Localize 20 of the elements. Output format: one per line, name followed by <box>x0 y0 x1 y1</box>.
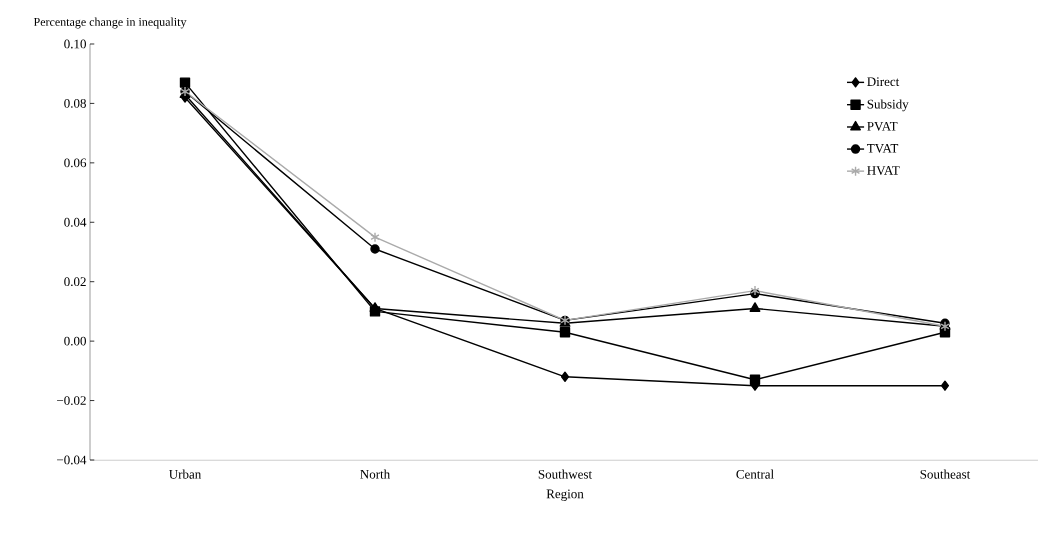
x-tick-label: North <box>360 469 391 479</box>
y-tick-label: −0.02 <box>57 396 86 405</box>
y-tick-label: 0.00 <box>64 336 86 346</box>
legend-label: PVAT <box>867 121 898 131</box>
y-tick-label: 0.10 <box>64 39 86 49</box>
x-axis-title: Region <box>546 489 584 501</box>
legend-label: HVAT <box>867 166 900 175</box>
x-tick-label: Urban <box>169 469 202 479</box>
x-tick-label: Southeast <box>920 469 971 479</box>
y-tick-label: 0.06 <box>64 158 87 168</box>
y-tick-label: −0.04 <box>57 455 87 465</box>
x-tick-label: Central <box>736 469 774 479</box>
legend-label: Subsidy <box>867 99 909 112</box>
y-tick-label: 0.04 <box>64 217 87 227</box>
y-axis-title: Percentage change in inequality <box>33 17 187 29</box>
y-tick-label: 0.08 <box>64 99 86 108</box>
legend-label: TVAT <box>867 144 899 153</box>
legend-label: Direct <box>867 77 900 87</box>
y-tick-label: 0.02 <box>64 277 86 287</box>
x-tick-label: Southwest <box>538 469 592 479</box>
